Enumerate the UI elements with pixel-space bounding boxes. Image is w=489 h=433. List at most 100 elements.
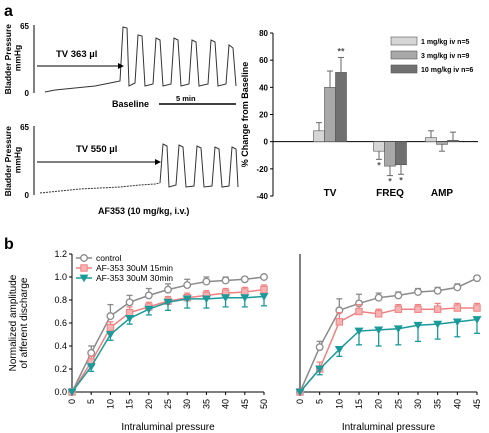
line-data-point [221,276,230,285]
line-data-point [202,277,211,286]
line-x-tick-label: 25 [393,399,403,409]
trace-top-ylabel: Bladder Pressure mmHg [3,22,23,95]
line-data-point [414,305,422,313]
line-data-point [453,304,462,312]
line-data-point [374,326,384,335]
line-series-path [299,277,478,393]
line-data-point [374,310,383,318]
line-data-point [414,288,422,296]
line-y-tick-label: 0.8 [54,295,67,305]
line-x-tick-label: 0 [67,399,77,404]
line-x-tick-label: 10 [334,399,344,409]
bar-legend-label: 1 mg/kg iv n=5 [421,39,470,46]
line-data-point [260,285,268,294]
bar [313,130,325,142]
line-x-tick-label: 5 [86,399,96,404]
line-data-point [182,295,192,304]
trace-bottom-caption: AF353 (10 mg/kg, i.v.) [98,206,189,216]
bar-legend-label: 10 mg/kg iv n=6 [421,67,473,74]
line-data-point [473,304,481,312]
line-data-point [240,294,250,302]
line-series-path [299,307,477,393]
line-data-point [67,388,77,397]
line-chart-right: 0 5 10 15 20 25 30 35 40 45 Intraluminal pressure [295,254,482,433]
line-data-point [87,348,96,357]
line-data-point [241,288,249,296]
line-data-point [105,331,115,339]
line-data-point [144,305,154,314]
trace-top-tv-label: TV 363 µl [56,49,97,60]
line-series-path [71,276,265,393]
line-x-label: Intraluminal pressure [342,422,436,433]
bar-category-label: TV [324,188,337,199]
line-y-label: Normalized amplitudeof afferent discharg… [8,274,30,371]
line-data-point [433,286,442,295]
trace-bottom-signal [39,182,161,194]
line-data-point [125,298,134,307]
line-data-point [183,281,192,289]
line-data-point [221,294,231,302]
line-data-point [472,316,482,324]
line-data-point [394,291,403,300]
line-data-point [144,291,153,300]
line-data-point [260,273,268,281]
line-chart-left: 0 5 10 15 20 25 30 35 40 45 50 0.0 0.2 0.4 0.6 0.8 1.0 1.… [8,249,269,433]
line-x-tick-label: 40 [452,399,462,409]
bar-legend-swatch [390,36,418,46]
line-y-tick-label: 1.2 [54,249,67,259]
trace-top-ylabel-line2: mmHg [13,45,23,71]
line-x-tick-label: 0 [295,399,305,404]
bar [447,140,459,142]
bar-y-tick-label: 0 [264,138,269,147]
bar-category-label: FREQ [376,188,404,199]
line-x-tick-label: 25 [163,399,173,409]
line-data-point [315,343,324,352]
line-data-point [163,298,173,307]
line-data-point [240,275,249,284]
line-y-label-part: of afferent discharge [19,277,30,368]
line-data-point [335,318,344,326]
line-legend-label: AF-353 30uM 15min [96,263,173,273]
trace-bottom-tv-label: TV 550 µl [76,144,117,155]
line-x-tick-label: 45 [240,399,250,409]
line-y-label-part: Normalized amplitude [8,274,19,371]
line-data-point [164,285,172,294]
bar-y-tick-label: 60 [259,56,268,65]
line-y-tick-label: 0.0 [54,387,67,397]
line-data-point [125,308,134,317]
line-x-tick-label: 15 [354,399,364,409]
line-data-point [394,305,403,313]
line-y-tick-label: 0.2 [54,364,67,374]
bar-y-tick-label: 40 [259,83,268,92]
line-data-point [393,325,403,334]
bar [324,87,336,142]
trace-top-caption: Baseline [112,99,149,109]
bar [335,72,347,142]
trace-baseline: Bladder Pressure mmHg 65 0 TV 363 µl Bas… [3,22,237,109]
line-data-point [473,274,481,283]
bar-legend-swatch [390,64,418,74]
trace-top-ymax: 65 [20,22,29,31]
bar [384,141,396,167]
line-data-point [295,388,305,397]
line-data-point [86,363,96,371]
line-data-point [374,293,383,302]
line-data-point [125,314,135,323]
line-data-point [413,321,423,330]
bar-significance-mark: ** [337,46,345,56]
line-x-tick-label: 50 [259,399,269,409]
bar [373,141,385,152]
line-data-point [259,293,269,301]
line-x-tick-label: 15 [125,399,135,409]
line-data-point [355,307,363,316]
trace-top-scale-label: 5 min [176,94,196,103]
bar-y-label: % Change from Baseline [240,62,250,168]
line-data-point [106,312,115,321]
bar-significance-mark: * [388,177,392,187]
line-x-tick-label: 5 [315,399,325,404]
line-legend-marker [80,254,88,262]
trace-bottom-ylabel-line2: mmHg [13,147,23,173]
line-x-tick-label: 10 [105,399,115,409]
line-data-point [433,305,442,313]
